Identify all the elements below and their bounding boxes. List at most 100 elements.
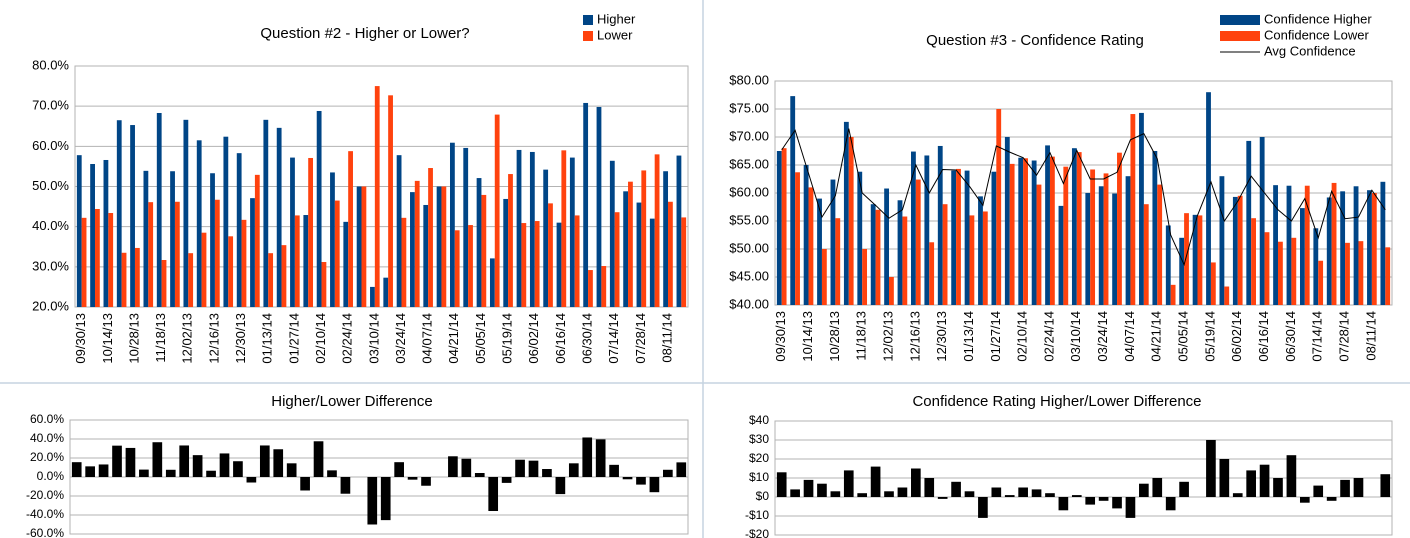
bar [449,142,455,307]
bar [1045,145,1050,305]
x-tick-label: 03/10/14 [366,313,381,364]
bar [848,137,854,305]
bar [476,178,482,307]
bar [233,461,243,477]
bar [461,458,472,477]
bar [1031,160,1037,305]
bar [668,201,673,307]
bar [290,157,295,307]
y-tick-label: 60.0% [30,412,64,426]
bar [401,217,407,307]
bar [902,216,908,305]
bar [897,487,908,497]
bar [121,252,127,307]
bar [494,114,500,307]
bar [996,109,1002,305]
bar [991,171,997,305]
bar [263,119,269,307]
y-tick-label: 70.0% [32,98,69,113]
bar [436,186,442,307]
bar [1326,197,1332,305]
x-tick-label: 01/27/14 [286,313,301,364]
bar [1184,213,1189,305]
bar [1318,260,1324,305]
bar [1170,284,1176,305]
bar [396,155,402,307]
bar [259,445,270,477]
bar [183,119,189,307]
bar [529,151,535,307]
bar [870,466,881,497]
bar [241,219,247,307]
bar [681,217,687,307]
bar [582,437,593,477]
bar [361,186,367,307]
bar [776,151,782,305]
y-tick-label: 40.0% [32,218,69,233]
bar [601,266,607,307]
bar [969,215,975,305]
bar [964,170,970,305]
bar [1197,215,1203,305]
plot-frame [774,420,1393,536]
bar [622,477,633,480]
bar [454,230,460,307]
legend-swatch [1220,31,1260,41]
legend-swatch [583,15,593,25]
bar [170,171,175,307]
bar [1004,495,1015,497]
bar [303,215,309,307]
x-tick-label: 05/19/14 [500,313,515,364]
chart-title: Question #3 - Confidence Rating [926,32,1144,49]
bar [1277,241,1283,305]
bar [609,464,619,477]
bar [1112,497,1122,509]
bar [407,477,418,480]
bar [843,470,854,497]
x-tick-label: 04/07/14 [1122,311,1137,362]
bar [821,249,827,305]
plot-frame [774,80,1393,306]
x-tick-label: 10/14/13 [100,313,115,364]
y-tick-label: 20.0% [32,298,69,313]
bar [857,171,863,305]
bar [1246,470,1256,497]
bar [1367,190,1372,305]
bar [1179,481,1189,497]
bar [924,478,935,497]
x-tick-label: 12/02/13 [880,311,895,362]
bar [569,157,575,307]
bar [1117,152,1122,305]
bar [929,242,935,305]
y-tick-label: $40.00 [729,296,769,311]
bar [219,453,230,477]
bar [463,147,469,307]
bar [1085,497,1096,505]
bar [574,215,580,307]
bar [1058,205,1064,305]
bar [978,497,988,518]
x-tick-label: 12/16/13 [907,311,922,362]
bar [1353,478,1364,497]
x-tick-label: 12/30/13 [934,311,949,362]
bar [978,196,983,305]
bar [380,477,391,521]
bar [556,222,562,307]
bar [85,466,95,477]
bar [394,462,404,477]
bar [561,150,567,307]
bar [281,245,287,307]
bar [1345,242,1350,305]
bar [300,477,310,491]
bar [937,145,943,305]
bar [1125,497,1136,518]
bar [156,112,162,308]
bar [795,172,800,305]
bar [1232,493,1243,497]
bar [1224,286,1230,305]
bar [942,204,948,305]
bar [174,201,180,307]
bar [1237,195,1243,305]
y-tick-label: -$20 [745,527,769,538]
